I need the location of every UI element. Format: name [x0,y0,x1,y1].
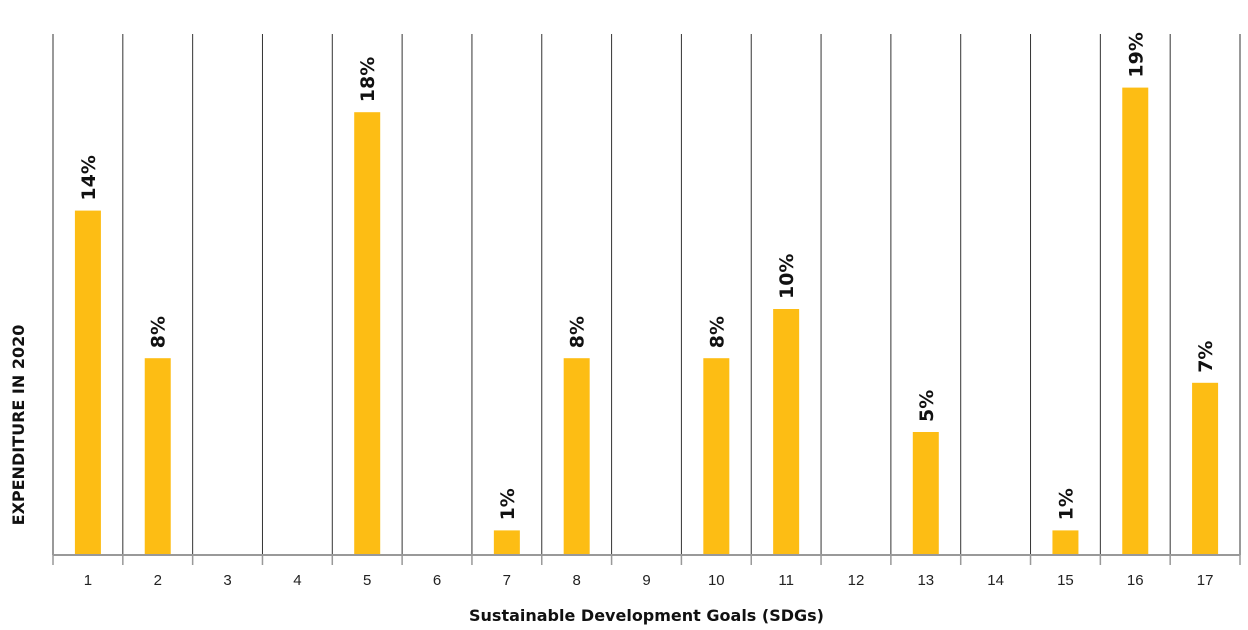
bar [493,530,520,555]
x-tick-label: 15 [1057,572,1074,589]
data-label: 1% [497,488,519,520]
bar [74,210,101,555]
x-tick-label: 6 [433,572,441,589]
x-tick-label: 3 [223,572,231,589]
bar [1052,530,1079,555]
x-tick-label: 11 [778,572,794,589]
category-separators [52,34,1241,555]
bar [773,309,800,555]
x-tick-label: 1 [84,572,92,589]
bar [1192,382,1219,555]
bar [354,112,381,555]
x-tick-label: 17 [1197,572,1214,589]
bar [144,358,171,555]
x-tick-label: 7 [503,572,511,589]
x-axis-ticks [52,555,1241,565]
x-tick-label: 2 [154,572,162,589]
x-tick-labels: 1 2 3 4 5 6 7 8 9 10 11 12 13 14 15 16 17 [84,572,1214,589]
bar [1122,87,1149,555]
bar [563,358,590,555]
x-tick-label: 10 [708,572,725,589]
x-tick-label: 8 [573,572,581,589]
bar [703,358,730,555]
y-axis-label: EXPENDITURE IN 2020 [9,325,28,526]
data-label: 18% [357,57,379,102]
x-tick-label: 16 [1127,572,1144,589]
x-tick-label: 12 [848,572,865,589]
x-tick-label: 4 [293,572,301,589]
data-label: 14% [78,155,100,200]
data-label: 8% [148,316,170,348]
bar [912,432,939,555]
x-tick-label: 13 [917,572,934,589]
data-label: 5% [916,390,938,422]
data-label: 8% [567,316,589,348]
x-tick-label: 14 [987,572,1004,589]
data-label: 8% [706,316,728,348]
x-tick-label: 5 [363,572,371,589]
data-labels: 14% 8% 18% 1% 8% 8% 10% 5% 1% 19% 7% [78,32,1217,520]
data-label: 10% [776,254,798,299]
x-tick-label: 9 [642,572,650,589]
x-axis-label: Sustainable Development Goals (SDGs) [469,606,824,625]
data-label: 19% [1125,32,1147,77]
data-label: 7% [1195,341,1217,373]
data-label: 1% [1055,488,1077,520]
bars [74,87,1219,555]
